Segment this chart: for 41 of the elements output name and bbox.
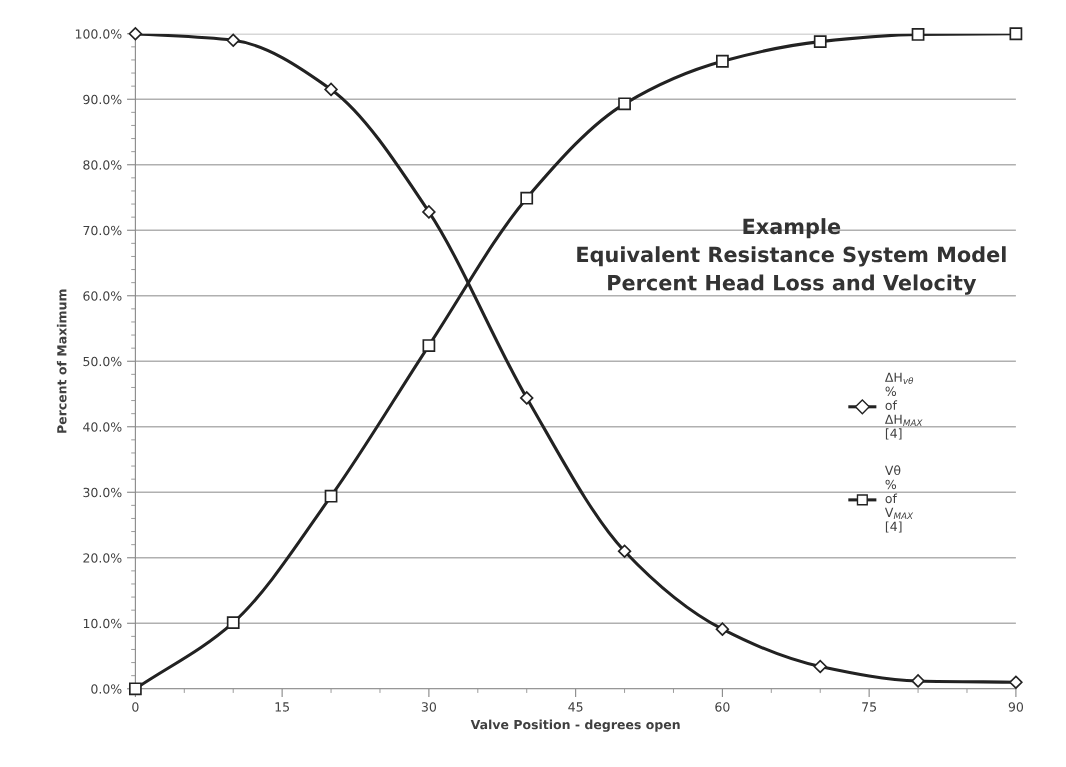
point (226, 33, 240, 48)
x-tick-label: 15 (275, 702, 289, 712)
x-tick-label: 30 (421, 702, 437, 712)
point (813, 659, 827, 674)
y-tick-label: 70.0% (83, 225, 122, 236)
y-tick-label: 20.0% (83, 553, 122, 563)
y-tick-label: 90.0% (83, 94, 122, 105)
legend-label: Vθ % of V$_{MAX}$ [4] (884, 465, 914, 533)
y-tick-label: 80.0% (83, 160, 122, 170)
y-tick-label: 60.0% (83, 291, 122, 301)
y-axis-title: Percent of Maximum (56, 289, 67, 433)
point (911, 674, 925, 688)
point (715, 622, 730, 636)
y-tick-label: 30.0% (83, 487, 122, 498)
x-tick-label: 0 (132, 702, 139, 712)
legend-label: ΔH$_{vθ}$ % of ΔH$_{MAX}$ [4] (884, 372, 923, 440)
x-tick-label: 45 (568, 702, 583, 712)
x-tick-label: 90 (1008, 702, 1024, 712)
point (716, 54, 729, 68)
y-tick-label: 0.0% (91, 684, 122, 694)
point (226, 616, 240, 630)
point (618, 97, 631, 111)
point (422, 205, 436, 219)
x-tick-label: 60 (715, 702, 730, 712)
point (911, 28, 925, 41)
point (519, 391, 534, 405)
point (813, 35, 827, 48)
point (422, 339, 436, 352)
y-tick-label: 10.0% (83, 618, 122, 629)
point (1009, 27, 1023, 41)
point (324, 489, 338, 503)
point (324, 82, 338, 97)
y-tick-label: 100.0% (75, 29, 122, 39)
x-axis-title: Valve Position - degrees open (470, 719, 680, 732)
x-tick-label: 75 (862, 702, 877, 712)
text: Example Equivalent Resistance System Model Percent Head Loss and Velocity (577, 218, 1006, 295)
point (1009, 675, 1023, 689)
y-tick-label: 50.0% (83, 356, 122, 367)
y-tick-label: 40.0% (83, 422, 122, 432)
point (520, 191, 534, 205)
point (617, 544, 632, 558)
